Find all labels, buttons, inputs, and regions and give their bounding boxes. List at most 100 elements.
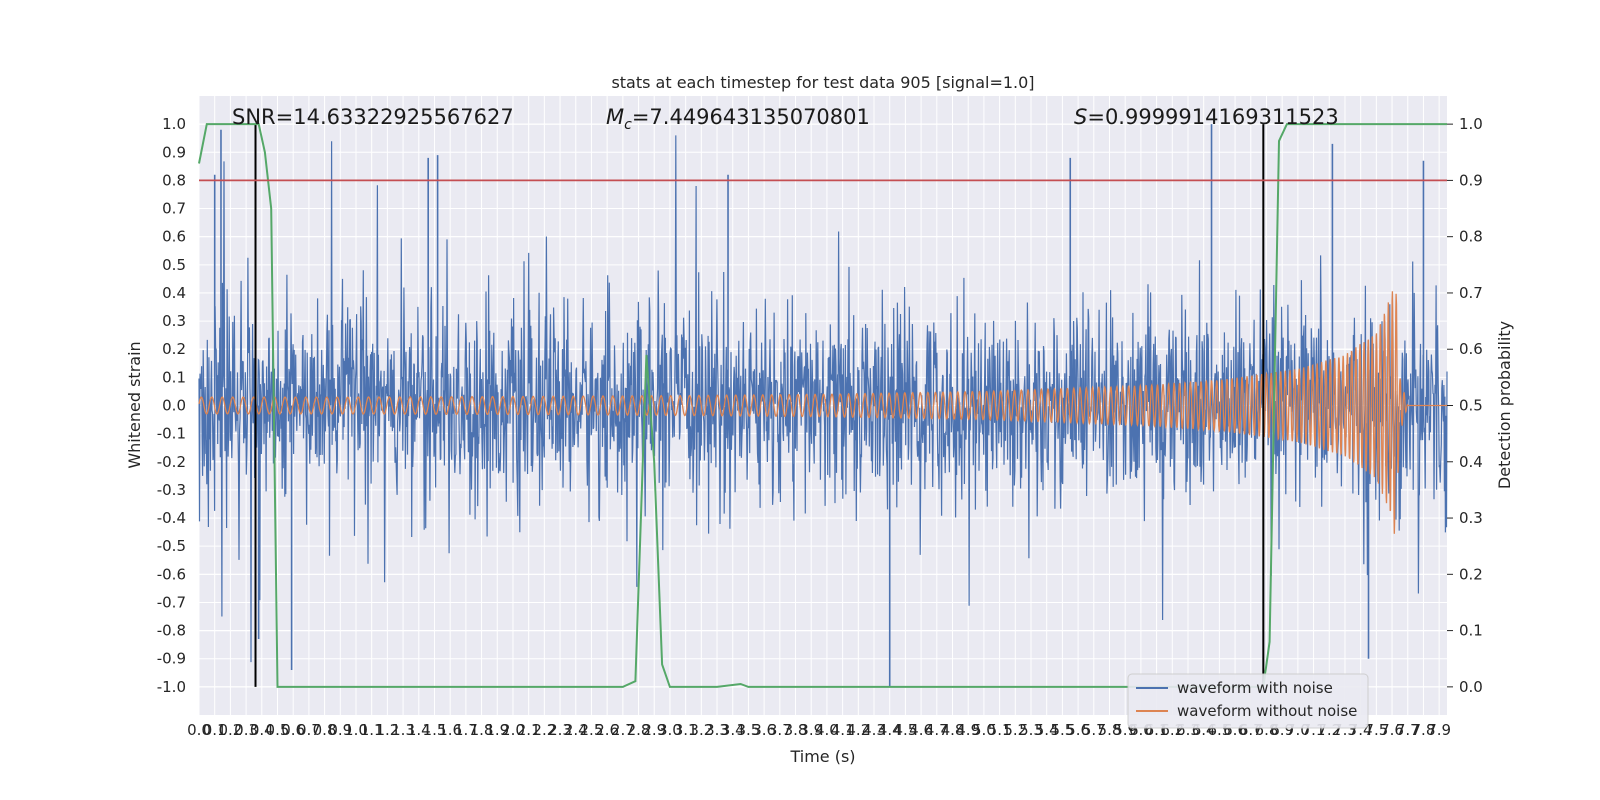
x-tick-label: 1.6 bbox=[438, 721, 462, 739]
x-tick-label: 2.9 bbox=[642, 721, 666, 739]
y-right-tick-label: 0.6 bbox=[1459, 340, 1483, 358]
y-right-tick-label: 0.2 bbox=[1459, 565, 1483, 583]
x-axis-label: Time (s) bbox=[789, 747, 855, 766]
x-tick-label: 3.8 bbox=[784, 721, 808, 739]
x-tick-label: 0.7 bbox=[297, 721, 321, 739]
x-tick-label: 4.1 bbox=[831, 721, 855, 739]
x-tick-label: 1.7 bbox=[454, 721, 478, 739]
x-tick-label: 3.6 bbox=[752, 721, 776, 739]
x-tick-label: 5.5 bbox=[1050, 721, 1074, 739]
x-tick-label: 1.3 bbox=[391, 721, 415, 739]
y-tick-label: -0.2 bbox=[157, 453, 186, 471]
y-right-tick-label: 0.7 bbox=[1459, 284, 1483, 302]
y-tick-label: -0.8 bbox=[157, 622, 186, 640]
x-tick-label: 4.3 bbox=[862, 721, 886, 739]
x-tick-label: 0.6 bbox=[281, 721, 305, 739]
x-tick-label: 2.4 bbox=[564, 721, 588, 739]
x-tick-label: 4.9 bbox=[956, 721, 980, 739]
x-tick-label: 2.3 bbox=[548, 721, 572, 739]
x-tick-label: 5.4 bbox=[1035, 721, 1059, 739]
y-tick-label: 0.9 bbox=[162, 143, 186, 161]
chart-title: stats at each timestep for test data 905… bbox=[611, 73, 1034, 92]
y-right-tick-labels: 0.0 0.1 0.2 0.3 0.4 0.5 0.6 0.7 0.8 0.9 1.0 bbox=[1447, 115, 1483, 696]
chirp-mass-subscript: c bbox=[624, 117, 632, 133]
y-tick-label: 0.1 bbox=[162, 368, 186, 386]
y-tick-labels: -1.0 -0.9 -0.8 -0.7 -0.6 -0.5 -0.4 -0.3 -0.2 -0.1… bbox=[157, 115, 186, 696]
x-tick-label: 0.5 bbox=[266, 721, 290, 739]
y-right-tick-label: 0.4 bbox=[1459, 453, 1483, 471]
score-symbol: S bbox=[1074, 105, 1087, 129]
x-tick-label: 1.5 bbox=[423, 721, 447, 739]
series-waveform-with-noise bbox=[198, 124, 1448, 687]
y-tick-label: 0.4 bbox=[162, 284, 186, 302]
y-tick-label: 0.5 bbox=[162, 256, 186, 274]
series-waveform-without-noise bbox=[198, 291, 1447, 534]
x-tick-label: 5.1 bbox=[988, 721, 1012, 739]
legend-box bbox=[1127, 673, 1369, 729]
x-tick-label: 4.2 bbox=[846, 721, 870, 739]
y-tick-label: 0.3 bbox=[162, 312, 186, 330]
x-tick-label: 4.4 bbox=[878, 721, 902, 739]
x-tick-label: 7.6 bbox=[1380, 721, 1404, 739]
y-tick-label: 0.8 bbox=[162, 171, 186, 189]
x-tick-label: 0.2 bbox=[218, 721, 242, 739]
y-right-tick-label: 0.1 bbox=[1459, 622, 1483, 640]
y-tick-label: 0.0 bbox=[162, 397, 186, 415]
y-axis-label: Whitened strain bbox=[125, 341, 144, 468]
x-tick-label: 4.7 bbox=[925, 721, 949, 739]
x-tick-label: 2.2 bbox=[532, 721, 556, 739]
y-right-tick-label: 0.5 bbox=[1459, 397, 1483, 415]
x-tick-label: 1.2 bbox=[375, 721, 399, 739]
y-right-tick-label: 0.8 bbox=[1459, 228, 1483, 246]
x-tick-label: 7.9 bbox=[1427, 721, 1451, 739]
x-tick-label: 7.8 bbox=[1412, 721, 1436, 739]
x-tick-label: 3.2 bbox=[689, 721, 713, 739]
y-tick-label: 1.0 bbox=[162, 115, 186, 133]
x-tick-label: 5.3 bbox=[1019, 721, 1043, 739]
y-right-tick-label: 0.0 bbox=[1459, 678, 1483, 696]
y-tick-label: -0.1 bbox=[157, 425, 186, 443]
x-tick-label: 0.0 bbox=[187, 721, 211, 739]
x-tick-label: 3.9 bbox=[799, 721, 823, 739]
x-tick-label: 7.5 bbox=[1364, 721, 1388, 739]
y-tick-label: -0.4 bbox=[157, 509, 186, 527]
x-tick-label: 4.0 bbox=[815, 721, 839, 739]
x-tick-label: 1.0 bbox=[344, 721, 368, 739]
y-tick-label: -0.5 bbox=[157, 537, 186, 555]
x-tick-label: 2.8 bbox=[627, 721, 651, 739]
x-tick-label: 2.6 bbox=[595, 721, 619, 739]
chirp-mass-annotation: Mc=7.449643135070801 bbox=[606, 105, 870, 133]
y-tick-label: 0.6 bbox=[162, 228, 186, 246]
y-tick-label: -0.9 bbox=[157, 650, 186, 668]
x-tick-label: 1.1 bbox=[360, 721, 384, 739]
y-right-tick-label: 0.3 bbox=[1459, 509, 1483, 527]
chirp-mass-value: =7.449643135070801 bbox=[632, 105, 870, 129]
y-tick-label: -1.0 bbox=[157, 678, 186, 696]
y-right-tick-label: 1.0 bbox=[1459, 115, 1483, 133]
x-tick-label: 5.6 bbox=[1066, 721, 1090, 739]
y-right-axis-label: Detection probability bbox=[1495, 321, 1514, 489]
series-detection-probability bbox=[198, 123, 1447, 688]
x-tick-label: 3.1 bbox=[674, 721, 698, 739]
legend: waveform with noise waveform without noi… bbox=[1127, 673, 1369, 729]
x-tick-label: 0.3 bbox=[234, 721, 258, 739]
y-tick-label: -0.6 bbox=[157, 565, 186, 583]
x-tick-label: 2.1 bbox=[517, 721, 541, 739]
x-tick-label: 1.8 bbox=[470, 721, 494, 739]
y-tick-label: -0.7 bbox=[157, 593, 186, 611]
x-tick-label: 0.1 bbox=[203, 721, 227, 739]
vertical-markers bbox=[254, 124, 1265, 687]
clean-waveform-line bbox=[198, 291, 1447, 534]
x-tick-label: 0.9 bbox=[328, 721, 352, 739]
score-annotation: S=0.9999914169311523 bbox=[1074, 105, 1339, 129]
x-tick-label: 3.0 bbox=[658, 721, 682, 739]
x-tick-label: 4.5 bbox=[893, 721, 917, 739]
x-tick-label: 0.8 bbox=[313, 721, 337, 739]
x-tick-label: 3.7 bbox=[768, 721, 792, 739]
y-tick-label: 0.2 bbox=[162, 340, 186, 358]
noise-waveform-line bbox=[198, 135, 1448, 663]
x-tick-label: 3.5 bbox=[737, 721, 761, 739]
x-tick-label: 2.7 bbox=[611, 721, 635, 739]
x-tick-label: 5.8 bbox=[1098, 721, 1122, 739]
